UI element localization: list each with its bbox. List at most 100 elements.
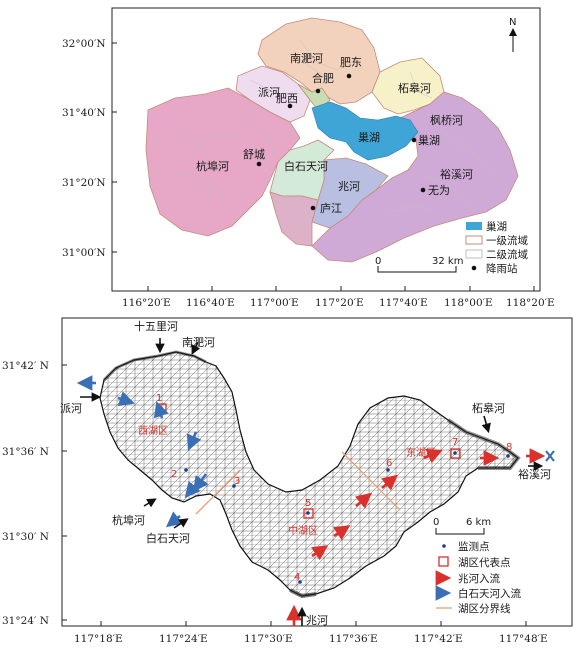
station-dot-feidong bbox=[346, 73, 352, 79]
point-number: 2 bbox=[171, 469, 177, 480]
legend-level2-label: 二级流域 bbox=[486, 248, 528, 261]
top-lat-tick: 32°00′N bbox=[62, 38, 106, 50]
top-map: N 南淝河 肥东 合肥 派河 肥西 柘皋河 枫桥河 巢湖 巢湖 舒城 杭埠河 白… bbox=[62, 7, 555, 309]
legend-station-label: 降雨站 bbox=[486, 262, 518, 275]
label-lake: 巢湖 bbox=[358, 131, 380, 144]
baishitian-inflow-arrows bbox=[76, 375, 209, 528]
subbasin-nanfei bbox=[257, 17, 381, 105]
label-hefei: 合肥 bbox=[312, 71, 334, 85]
level2-boundaries bbox=[164, 39, 495, 215]
river-label-zhao: 兆河 bbox=[306, 614, 328, 627]
station-dot-wuwei bbox=[420, 187, 426, 193]
label-feidong: 肥东 bbox=[340, 56, 362, 69]
point-number: 3 bbox=[234, 476, 240, 487]
point-number: 6 bbox=[386, 458, 392, 469]
point-number: 1 bbox=[156, 393, 162, 404]
label-wuwei: 无为 bbox=[428, 184, 450, 197]
legend-point-swatch bbox=[442, 544, 446, 548]
top-legend: 巢湖 一级流域 二级流域 降雨站 bbox=[465, 220, 528, 275]
legend-line-label: 湖区分界线 bbox=[458, 602, 511, 615]
bottom-lat-tick: 31°24′ N bbox=[2, 615, 49, 627]
bottom-lon-tick: 117°36′E bbox=[329, 633, 378, 645]
top-lat-tick: 31°00′N bbox=[62, 247, 106, 259]
monitor-point bbox=[506, 454, 510, 458]
bottom-scale-zero: 0 bbox=[433, 517, 439, 528]
top-scale-zero: 0 bbox=[375, 256, 381, 267]
top-lon-tick: 118°20′E bbox=[506, 297, 555, 309]
label-lujiang: 庐江 bbox=[320, 201, 342, 215]
river-label-baishitian: 白石天河 bbox=[146, 531, 190, 545]
river-label-shiwuli: 十五里河 bbox=[134, 319, 178, 333]
label-zhegao: 柘皋河 bbox=[398, 81, 431, 95]
top-lat-tick: 31°40′N bbox=[62, 107, 106, 119]
river-label-hangbu: 杭埠河 bbox=[112, 513, 145, 527]
legend-lake-label: 巢湖 bbox=[486, 220, 507, 233]
river-label-nanfei: 南淝河 bbox=[182, 335, 215, 349]
bottom-scale-bar: 0 6 km bbox=[433, 517, 491, 535]
top-lat-ticks: 32°00′N 31°40′N 31°20′N 31°00′N bbox=[62, 38, 106, 259]
monitor-point bbox=[298, 580, 302, 584]
bottom-tick-marks bbox=[62, 364, 527, 626]
subbasin-hangbu bbox=[145, 87, 301, 237]
label-nanfei: 南淝河 bbox=[290, 51, 323, 65]
station-dot-feixi bbox=[287, 103, 293, 109]
rainfall-stations bbox=[256, 73, 426, 211]
zone-label-east: 东湖区 bbox=[406, 446, 436, 459]
north-arrow: N bbox=[509, 17, 517, 52]
top-lon-tick: 117°20′E bbox=[315, 297, 364, 309]
label-hangbu: 杭埠河 bbox=[196, 159, 229, 173]
top-lon-tick: 117°00′E bbox=[250, 297, 299, 309]
top-lon-tick: 118°00′E bbox=[444, 297, 493, 309]
top-lat-tick: 31°20′N bbox=[62, 177, 106, 189]
river-arrows bbox=[80, 338, 544, 626]
top-lon-tick: 117°40′E bbox=[379, 297, 428, 309]
legend-blue-label: 白石天河入流 bbox=[458, 587, 521, 600]
monitor-point bbox=[306, 511, 310, 515]
bottom-lon-tick: 117°42′E bbox=[414, 633, 463, 645]
zone-label-west: 西湖区 bbox=[138, 425, 168, 437]
station-dot-hefei bbox=[315, 88, 321, 94]
bottom-scale-dist: 6 km bbox=[466, 517, 491, 528]
bottom-lat-tick: 31°36′ N bbox=[2, 446, 49, 458]
bottom-legend: 监测点 湖区代表点 兆河入流 白石天河入流 湖区分界线 bbox=[435, 540, 521, 615]
rep-point-east bbox=[450, 448, 461, 459]
top-scale-bar: 0 32 km bbox=[375, 256, 463, 273]
top-tick-marks bbox=[112, 42, 535, 291]
legend-lake-swatch bbox=[466, 222, 482, 230]
rep-point-center bbox=[303, 508, 314, 519]
label-baishitian: 白石天河 bbox=[284, 159, 328, 173]
legend-rep-label: 湖区代表点 bbox=[458, 556, 511, 569]
top-lon-tick: 116°40′E bbox=[186, 297, 235, 309]
bottom-lon-tick: 117°30′E bbox=[244, 633, 293, 645]
subbasin-yuxi bbox=[311, 91, 519, 263]
monitor-point bbox=[386, 468, 390, 472]
subbasin-feixi bbox=[297, 83, 331, 111]
legend-rep-swatch bbox=[438, 556, 449, 567]
subbasin-baishitian bbox=[269, 139, 335, 201]
river-label-yuxi: 裕溪河 bbox=[518, 468, 551, 481]
outlet-cross-icon bbox=[545, 450, 555, 462]
label-shucheng: 舒城 bbox=[243, 147, 265, 161]
zone-boundary-west bbox=[195, 469, 241, 515]
subbasin-pai bbox=[235, 65, 311, 123]
legend-red-label: 兆河入流 bbox=[458, 572, 500, 585]
zone-label-center: 中湖区 bbox=[288, 524, 318, 537]
monitor-point bbox=[453, 451, 457, 455]
legend-level1-swatch bbox=[465, 235, 483, 245]
river-label-zhegao: 柘皋河 bbox=[472, 401, 505, 415]
point-number: 8 bbox=[506, 442, 512, 453]
legend-level2-swatch bbox=[465, 249, 483, 259]
legend-level1-label: 一级流域 bbox=[486, 234, 528, 247]
top-scale-dist: 32 km bbox=[432, 256, 463, 267]
zone-boundary-east bbox=[341, 451, 401, 511]
point-number: 5 bbox=[305, 498, 311, 509]
legend-station-swatch bbox=[471, 265, 477, 271]
label-fengqiao: 枫桥河 bbox=[430, 113, 463, 127]
label-zhao: 兆河 bbox=[338, 180, 360, 193]
station-dot-chaohu bbox=[411, 137, 417, 143]
bottom-lon-tick: 117°24′E bbox=[159, 633, 208, 645]
point-number: 4 bbox=[294, 572, 300, 583]
station-dot-lujiang bbox=[310, 205, 316, 211]
legend-point-label: 监测点 bbox=[458, 540, 490, 553]
bottom-lat-tick: 31°42′ N bbox=[2, 360, 49, 372]
